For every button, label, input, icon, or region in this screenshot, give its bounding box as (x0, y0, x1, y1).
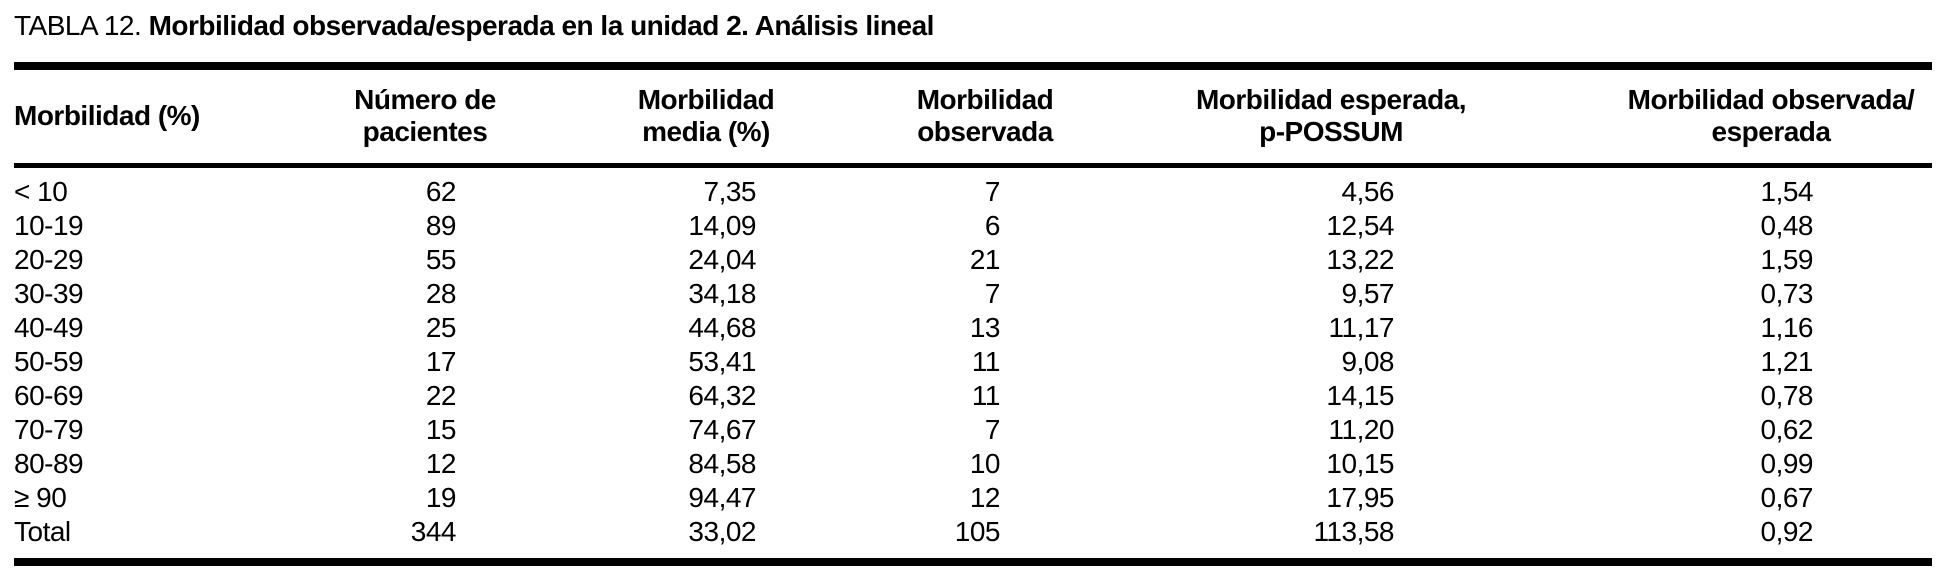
table-row: 70-79 15 74,67 7 11,20 0,62 (14, 413, 1932, 447)
cell-morbilidad-esperada: 11,20 (1328, 414, 1395, 445)
cell-observada-esperada: 0,92 (1760, 516, 1814, 547)
cell-observada-esperada: 0,73 (1760, 278, 1814, 309)
cell-numero-pacientes: 15 (425, 414, 457, 445)
cell-morbilidad-observada: 12 (969, 482, 1001, 513)
table-title: Morbilidad observada/esperada en la unid… (148, 10, 935, 41)
column-header-numero-pacientes: Número de pacientes (354, 84, 496, 147)
cell-morbilidad-esperada: 17,95 (1326, 482, 1394, 513)
table-row: 10-19 89 14,09 6 12,54 0,48 (14, 209, 1932, 243)
table-body: < 10 62 7,35 7 4,56 1,54 10-19 89 14,09 … (14, 166, 1932, 563)
cell-morbilidad-media: 24,04 (688, 244, 756, 275)
table-number: TABLA 12. (14, 10, 149, 41)
cell-morbilidad-media: 14,09 (688, 210, 756, 241)
table-container: TABLA 12. Morbilidad observada/esperada … (14, 0, 1932, 566)
cell-morbilidad-media: 84,58 (688, 448, 756, 479)
cell-observada-esperada: 1,16 (1760, 312, 1814, 343)
row-label: 20-29 (14, 244, 84, 275)
header-row: Morbilidad (%) Número de pacientes Morbi… (14, 66, 1932, 166)
row-label: 10-19 (14, 210, 84, 241)
cell-numero-pacientes: 344 (410, 516, 457, 547)
cell-numero-pacientes: 19 (425, 482, 457, 513)
cell-morbilidad-observada: 11 (971, 380, 1001, 411)
column-header-morbilidad-media: Morbilidad media (%) (637, 84, 775, 147)
table-header: Morbilidad (%) Número de pacientes Morbi… (14, 66, 1932, 166)
cell-morbilidad-media: 7,35 (703, 176, 757, 207)
column-header-morbilidad-observada: Morbilidad observada (916, 84, 1054, 147)
cell-numero-pacientes: 17 (425, 346, 457, 377)
cell-numero-pacientes: 25 (425, 312, 457, 343)
table-row: 40-49 25 44,68 13 11,17 1,16 (14, 311, 1932, 345)
row-label: 70-79 (14, 414, 84, 445)
cell-morbilidad-esperada: 113,58 (1313, 516, 1394, 547)
cell-numero-pacientes: 62 (425, 176, 457, 207)
row-label: 50-59 (14, 346, 84, 377)
cell-observada-esperada: 0,62 (1760, 414, 1814, 445)
cell-observada-esperada: 1,59 (1760, 244, 1814, 275)
cell-morbilidad-observada: 13 (969, 312, 1001, 343)
table-row: 30-39 28 34,18 7 9,57 0,73 (14, 277, 1932, 311)
cell-observada-esperada: 0,78 (1760, 380, 1814, 411)
cell-morbilidad-observada: 10 (969, 448, 1001, 479)
cell-morbilidad-observada: 7 (984, 414, 1001, 445)
table-row: ≥ 90 19 94,47 12 17,95 0,67 (14, 481, 1932, 515)
cell-morbilidad-observada: 105 (954, 516, 1001, 547)
table-row: Total 344 33,02 105 113,58 0,92 (14, 515, 1932, 562)
cell-morbilidad-esperada: 9,57 (1341, 278, 1395, 309)
cell-numero-pacientes: 55 (425, 244, 457, 275)
table-row: < 10 62 7,35 7 4,56 1,54 (14, 166, 1932, 210)
column-header-morbilidad-esperada: Morbilidad esperada, p-POSSUM (1195, 84, 1467, 147)
cell-morbilidad-observada: 21 (969, 244, 1001, 275)
cell-morbilidad-media: 33,02 (688, 516, 756, 547)
cell-morbilidad-observada: 6 (984, 210, 1001, 241)
row-label: ≥ 90 (14, 482, 67, 513)
cell-morbilidad-media: 64,32 (688, 380, 756, 411)
cell-morbilidad-esperada: 9,08 (1341, 346, 1395, 377)
cell-morbilidad-media: 74,67 (688, 414, 756, 445)
row-label: 30-39 (14, 278, 84, 309)
cell-morbilidad-esperada: 13,22 (1326, 244, 1394, 275)
table-row: 80-89 12 84,58 10 10,15 0,99 (14, 447, 1932, 481)
cell-morbilidad-observada: 11 (971, 346, 1001, 377)
cell-morbilidad-esperada: 11,17 (1328, 312, 1395, 343)
row-label: 80-89 (14, 448, 84, 479)
row-label: Total (14, 516, 71, 547)
table-caption: TABLA 12. Morbilidad observada/esperada … (14, 0, 1932, 52)
cell-numero-pacientes: 22 (425, 380, 457, 411)
cell-morbilidad-esperada: 12,54 (1326, 210, 1394, 241)
cell-observada-esperada: 0,99 (1760, 448, 1814, 479)
row-label: 60-69 (14, 380, 84, 411)
row-label: < 10 (14, 176, 68, 207)
cell-numero-pacientes: 12 (425, 448, 457, 479)
cell-observada-esperada: 1,21 (1760, 346, 1814, 377)
cell-morbilidad-media: 44,68 (688, 312, 756, 343)
cell-morbilidad-media: 34,18 (688, 278, 756, 309)
table-row: 20-29 55 24,04 21 13,22 1,59 (14, 243, 1932, 277)
cell-morbilidad-esperada: 10,15 (1326, 448, 1394, 479)
table-row: 50-59 17 53,41 11 9,08 1,21 (14, 345, 1932, 379)
column-header-observada-esperada: Morbilidad observada/ esperada (1627, 84, 1915, 147)
cell-observada-esperada: 1,54 (1760, 176, 1814, 207)
cell-morbilidad-esperada: 14,15 (1326, 380, 1394, 411)
cell-morbilidad-esperada: 4,56 (1341, 176, 1395, 207)
cell-morbilidad-media: 94,47 (688, 482, 756, 513)
cell-morbilidad-media: 53,41 (688, 346, 756, 377)
cell-numero-pacientes: 28 (425, 278, 457, 309)
table-row: 60-69 22 64,32 11 14,15 0,78 (14, 379, 1932, 413)
cell-morbilidad-observada: 7 (984, 278, 1001, 309)
row-label: 40-49 (14, 312, 84, 343)
cell-observada-esperada: 0,67 (1760, 482, 1814, 513)
cell-observada-esperada: 0,48 (1760, 210, 1814, 241)
column-header-morbilidad: Morbilidad (%) (14, 100, 200, 131)
cell-morbilidad-observada: 7 (984, 176, 1001, 207)
cell-numero-pacientes: 89 (425, 210, 457, 241)
morbidity-table: Morbilidad (%) Número de pacientes Morbi… (14, 62, 1932, 566)
